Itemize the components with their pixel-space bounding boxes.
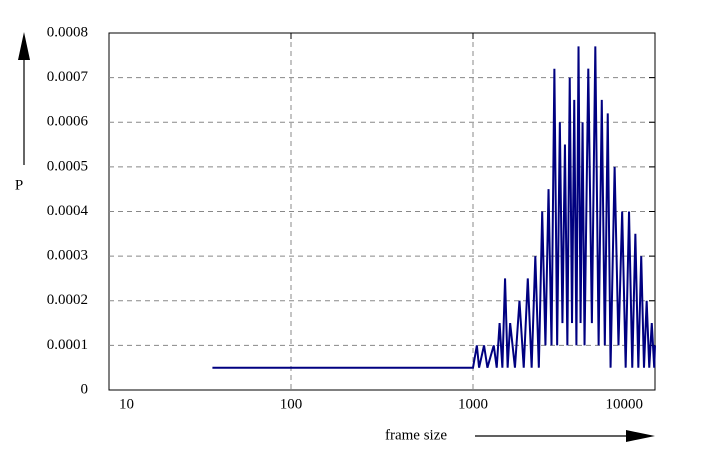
y-tick-label: 0.0006 (47, 114, 89, 130)
x-tick-label: 10 (119, 396, 134, 412)
x-tick-label: 100 (280, 396, 303, 412)
y-tick-label: 0.0007 (47, 69, 89, 85)
data-line (212, 46, 656, 369)
y-tick-label: 0 (81, 381, 89, 397)
y-tick-label: 0.0005 (47, 158, 88, 174)
y-tick-label: 0.0008 (47, 24, 88, 40)
x-tick-label: 10000 (606, 396, 644, 412)
x-axis-label: frame size (385, 427, 447, 443)
x-arrow-head (626, 430, 655, 442)
y-tick-label: 0.0003 (47, 248, 88, 264)
x-tick-label: 1000 (458, 396, 488, 412)
y-tick-label: 0.0004 (47, 203, 89, 219)
y-tick-label: 0.0002 (47, 292, 88, 308)
y-tick-label: 0.0001 (47, 337, 88, 353)
y-arrow-head (18, 32, 30, 60)
y-axis-label: P (15, 177, 23, 193)
